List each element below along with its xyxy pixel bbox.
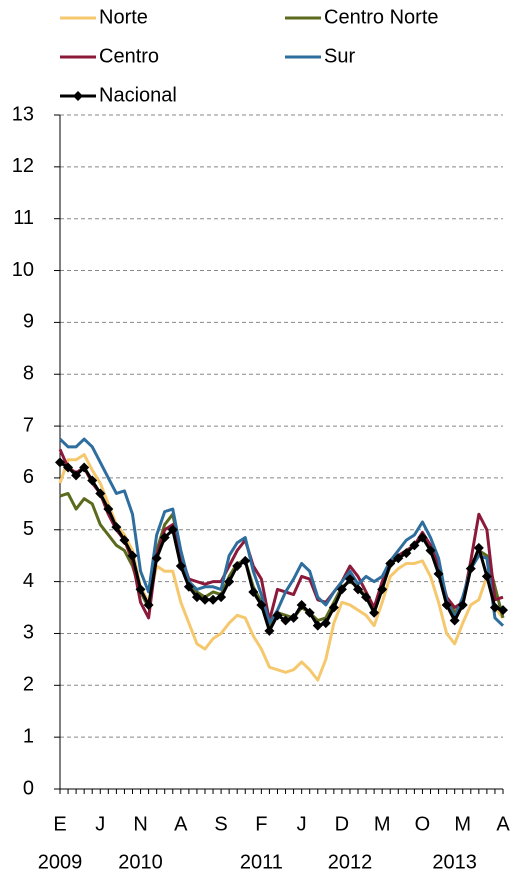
point-marker — [232, 561, 243, 572]
x-tick-label: E — [53, 813, 66, 835]
y-tick-label: 10 — [12, 259, 34, 281]
series-line — [59, 461, 504, 633]
point-marker — [377, 584, 388, 595]
point-marker — [55, 457, 65, 468]
year-label: 2010 — [118, 851, 163, 873]
y-tick-label: 12 — [12, 155, 34, 177]
point-marker — [457, 599, 468, 610]
point-marker — [312, 620, 323, 631]
x-tick-label: A — [496, 813, 510, 835]
point-marker — [151, 553, 162, 564]
point-marker — [216, 592, 227, 603]
point-marker — [175, 561, 186, 572]
point-marker — [79, 462, 90, 473]
y-tick-label: 11 — [13, 207, 34, 229]
point-marker — [417, 532, 428, 543]
legend-label: Sur — [324, 45, 355, 67]
series-line — [58, 437, 505, 627]
point-marker — [481, 571, 492, 582]
point-marker — [240, 555, 251, 566]
point-marker — [385, 558, 396, 569]
y-tick-label: 13 — [12, 103, 34, 125]
x-tick-label: S — [214, 813, 227, 835]
point-marker — [103, 504, 114, 515]
y-tick-label: 0 — [23, 777, 34, 799]
point-marker — [401, 548, 412, 559]
point-marker — [199, 594, 210, 605]
point-marker — [441, 599, 452, 610]
series-line — [58, 448, 504, 622]
legend-label: Centro — [99, 45, 159, 67]
point-marker — [280, 615, 291, 626]
point-marker — [87, 475, 98, 486]
point-marker — [119, 535, 130, 546]
y-tick-label: 6 — [23, 466, 34, 488]
point-marker — [465, 563, 476, 574]
point-marker — [304, 607, 315, 618]
point-marker — [449, 615, 460, 626]
point-marker — [111, 522, 122, 533]
legend-label: Norte — [99, 6, 148, 28]
point-marker — [393, 553, 404, 564]
y-tick-label: 2 — [23, 674, 34, 696]
point-marker — [224, 576, 235, 587]
y-tick-label: 8 — [23, 363, 34, 385]
legend-label: Centro Norte — [324, 6, 439, 28]
x-tick-label: M — [454, 813, 471, 835]
point-marker — [320, 618, 331, 629]
point-marker — [409, 540, 420, 551]
year-label: 2012 — [328, 851, 373, 873]
y-tick-label: 4 — [23, 570, 34, 592]
point-marker — [159, 532, 170, 543]
legend-marker — [73, 91, 83, 101]
point-marker — [353, 584, 364, 595]
point-marker — [425, 545, 436, 556]
point-marker — [143, 599, 154, 610]
point-marker — [344, 574, 355, 585]
point-marker — [288, 612, 299, 623]
point-marker — [191, 592, 202, 603]
point-marker — [336, 584, 347, 595]
year-label: 2013 — [432, 851, 477, 873]
point-marker — [256, 599, 267, 610]
y-tick-label: 5 — [23, 518, 34, 540]
point-marker — [63, 462, 74, 473]
point-marker — [208, 594, 219, 605]
point-marker — [489, 602, 500, 613]
x-tick-label: J — [95, 813, 105, 835]
point-marker — [473, 542, 484, 553]
point-marker — [135, 584, 146, 595]
point-marker — [498, 605, 508, 616]
point-marker — [296, 599, 307, 610]
y-tick-label: 7 — [23, 414, 34, 436]
point-marker — [167, 524, 178, 535]
point-marker — [369, 607, 380, 618]
x-tick-label: F — [255, 813, 267, 835]
y-tick-label: 3 — [23, 622, 34, 644]
point-marker — [328, 602, 339, 613]
point-marker — [71, 470, 82, 481]
x-tick-label: A — [174, 813, 188, 835]
point-marker — [433, 568, 444, 579]
point-marker — [183, 581, 194, 592]
x-tick-label: D — [335, 813, 349, 835]
point-marker — [127, 550, 138, 561]
point-marker — [361, 592, 372, 603]
x-tick-label: O — [415, 813, 431, 835]
x-tick-label: J — [297, 813, 307, 835]
year-label: 2011 — [240, 851, 283, 873]
point-marker — [248, 586, 259, 597]
legend-label: Nacional — [99, 84, 177, 106]
point-marker — [95, 488, 106, 499]
point-marker — [272, 610, 283, 621]
x-tick-label: M — [374, 813, 391, 835]
x-tick-label: N — [133, 813, 147, 835]
y-tick-label: 1 — [23, 725, 34, 747]
point-marker — [264, 625, 275, 636]
year-label: 2009 — [38, 851, 83, 873]
y-tick-label: 9 — [23, 311, 34, 333]
